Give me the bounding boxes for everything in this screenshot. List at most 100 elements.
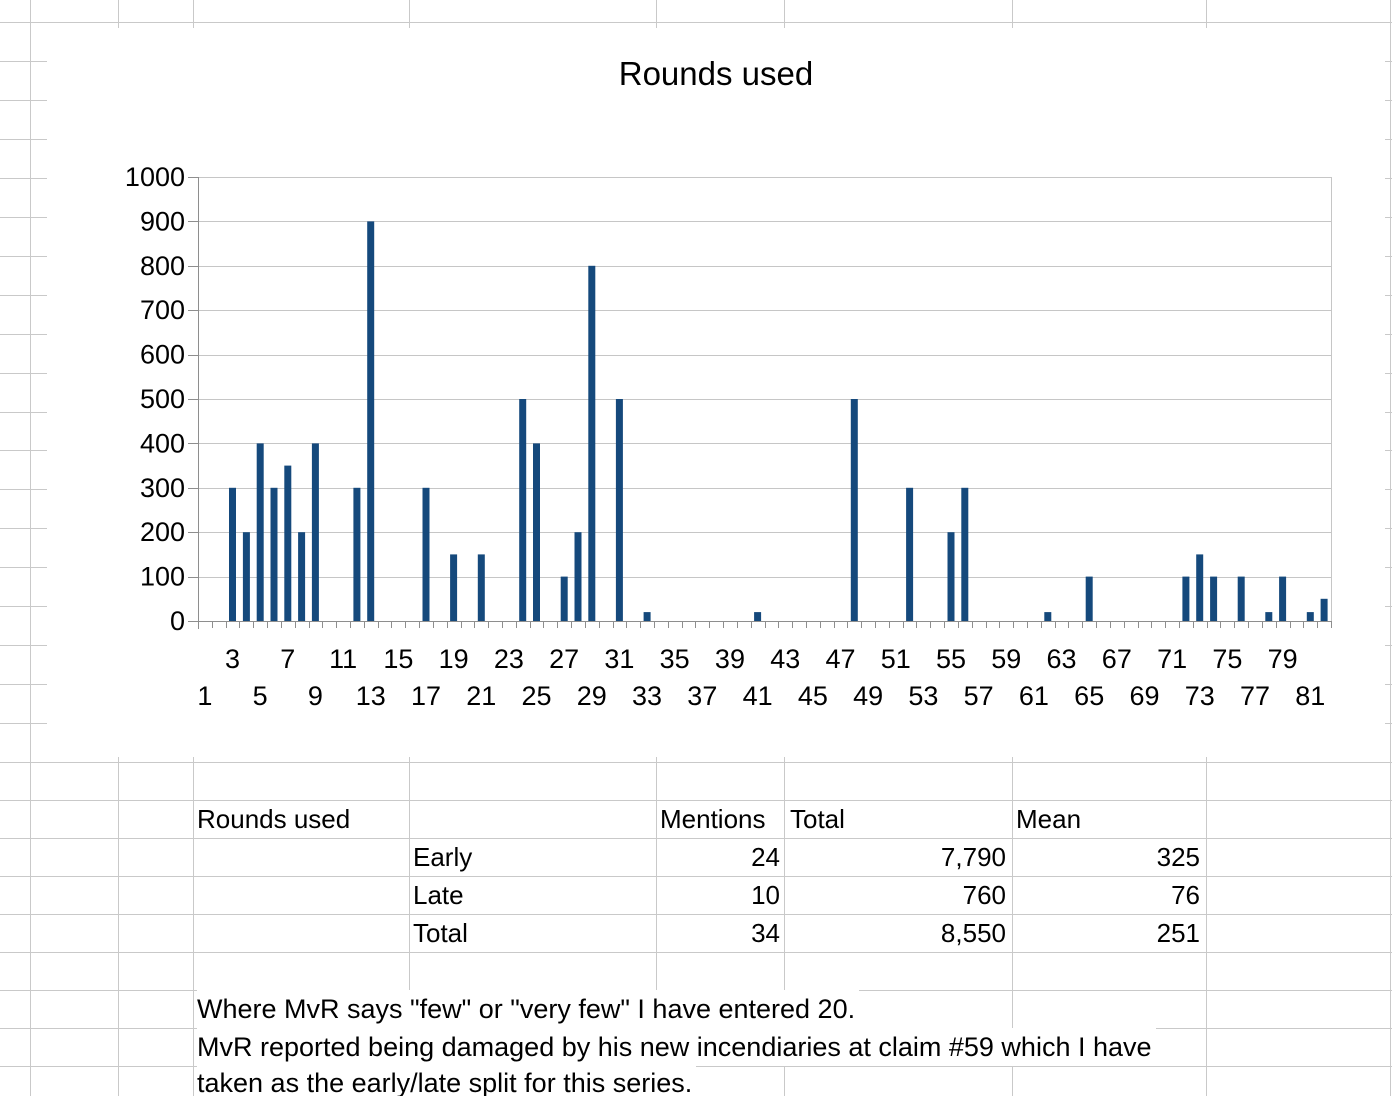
bar-claim-78 (1265, 612, 1273, 621)
svg-text:41: 41 (743, 681, 773, 711)
svg-text:1000: 1000 (125, 162, 185, 192)
note-line-3[interactable]: taken as the early/late split for this s… (197, 1064, 697, 1096)
svg-text:100: 100 (140, 562, 185, 592)
bar-claim-65 (1085, 576, 1093, 621)
bar-claim-74 (1210, 576, 1218, 621)
svg-text:400: 400 (140, 428, 185, 458)
bar-claim-82 (1320, 598, 1328, 621)
svg-text:7: 7 (280, 644, 295, 674)
bar-claim-21 (477, 554, 485, 621)
svg-text:0: 0 (170, 606, 185, 636)
svg-text:65: 65 (1074, 681, 1104, 711)
svg-text:1: 1 (197, 681, 212, 711)
bar-claim-5 (256, 443, 264, 621)
row-late-mentions[interactable]: 10 (751, 880, 780, 910)
bar-claim-33 (643, 612, 651, 621)
bar-claim-81 (1306, 612, 1314, 621)
bar-claim-12 (353, 487, 361, 621)
bar-claim-24 (519, 399, 527, 621)
svg-text:29: 29 (577, 681, 607, 711)
svg-text:27: 27 (549, 644, 579, 674)
svg-text:43: 43 (770, 644, 800, 674)
bar-claim-25 (533, 443, 540, 621)
table-header-mean[interactable]: Mean (1016, 804, 1082, 834)
bar-claim-55 (947, 532, 955, 621)
bar-claim-7 (284, 465, 292, 621)
row-late-label[interactable]: Late (413, 880, 464, 910)
bar-claim-62 (1044, 612, 1052, 621)
bar-claim-17 (422, 487, 430, 621)
svg-text:59: 59 (991, 644, 1021, 674)
bar-claim-76 (1237, 576, 1245, 621)
svg-text:47: 47 (825, 644, 855, 674)
svg-text:49: 49 (853, 681, 883, 711)
bar-claim-9 (311, 443, 319, 621)
svg-text:71: 71 (1157, 644, 1187, 674)
svg-text:15: 15 (383, 644, 413, 674)
row-early-label[interactable]: Early (413, 842, 473, 872)
note-line-2[interactable]: MvR reported being damaged by his new in… (197, 1028, 1156, 1066)
svg-text:3: 3 (225, 644, 240, 674)
bar-claim-13 (367, 221, 375, 621)
svg-text:13: 13 (356, 681, 386, 711)
row-total-mentions[interactable]: 34 (751, 918, 780, 948)
svg-text:63: 63 (1047, 644, 1077, 674)
bar-claim-72 (1182, 576, 1190, 621)
bar-claim-8 (298, 532, 306, 621)
row-late-total[interactable]: 760 (962, 880, 1006, 910)
bar-claim-56 (961, 487, 969, 621)
svg-text:300: 300 (140, 473, 185, 503)
svg-text:500: 500 (140, 384, 185, 414)
row-total-total[interactable]: 8,550 (940, 918, 1006, 948)
table-title-cell[interactable]: Rounds used (197, 804, 351, 834)
svg-text:39: 39 (715, 644, 745, 674)
row-early-mentions[interactable]: 24 (751, 842, 780, 872)
svg-text:9: 9 (308, 681, 323, 711)
svg-text:73: 73 (1185, 681, 1215, 711)
note-line-1[interactable]: Where MvR says "few" or "very few" I hav… (197, 990, 860, 1028)
row-early-mean[interactable]: 325 (1156, 842, 1200, 872)
bar-claim-73 (1196, 554, 1204, 621)
bar-claim-52 (906, 487, 914, 621)
bar-claim-79 (1279, 576, 1287, 621)
bar-claim-6 (270, 487, 278, 621)
row-total-mean[interactable]: 251 (1156, 918, 1200, 948)
bar-claim-3 (229, 487, 236, 621)
bar-claim-29 (588, 265, 596, 621)
bar-claim-4 (242, 532, 250, 621)
svg-text:17: 17 (411, 681, 441, 711)
svg-text:21: 21 (466, 681, 496, 711)
svg-text:37: 37 (687, 681, 717, 711)
row-late-mean[interactable]: 76 (1171, 880, 1200, 910)
chart-axes (188, 177, 1332, 629)
svg-text:33: 33 (632, 681, 662, 711)
svg-text:600: 600 (140, 340, 185, 370)
y-axis-labels: 0 100 200 300 400 500 600 700 800 900 1000 (125, 162, 185, 636)
svg-text:67: 67 (1102, 644, 1132, 674)
table-header-mentions[interactable]: Mentions (660, 804, 766, 834)
bar-claim-28 (574, 532, 582, 621)
svg-text:5: 5 (253, 681, 268, 711)
svg-text:25: 25 (521, 681, 551, 711)
svg-text:79: 79 (1268, 644, 1298, 674)
svg-text:55: 55 (936, 644, 966, 674)
svg-text:200: 200 (140, 517, 185, 547)
svg-text:900: 900 (140, 206, 185, 236)
row-early-total[interactable]: 7,790 (940, 842, 1006, 872)
svg-text:800: 800 (140, 251, 185, 281)
svg-text:51: 51 (881, 644, 911, 674)
bar-claim-19 (450, 554, 458, 621)
svg-text:23: 23 (494, 644, 524, 674)
bar-claim-31 (615, 399, 623, 621)
row-total-label[interactable]: Total (413, 918, 468, 948)
svg-text:35: 35 (660, 644, 690, 674)
svg-text:77: 77 (1240, 681, 1270, 711)
bar-claim-27 (560, 576, 568, 621)
svg-text:81: 81 (1295, 681, 1325, 711)
chart-title: Rounds used (618, 55, 814, 92)
svg-text:75: 75 (1212, 644, 1242, 674)
svg-text:11: 11 (329, 644, 357, 674)
table-header-total[interactable]: Total (790, 804, 845, 834)
